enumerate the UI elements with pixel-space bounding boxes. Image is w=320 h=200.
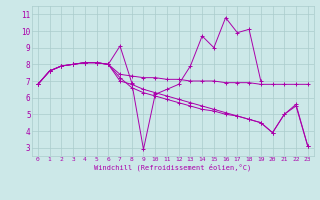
X-axis label: Windchill (Refroidissement éolien,°C): Windchill (Refroidissement éolien,°C) bbox=[94, 164, 252, 171]
